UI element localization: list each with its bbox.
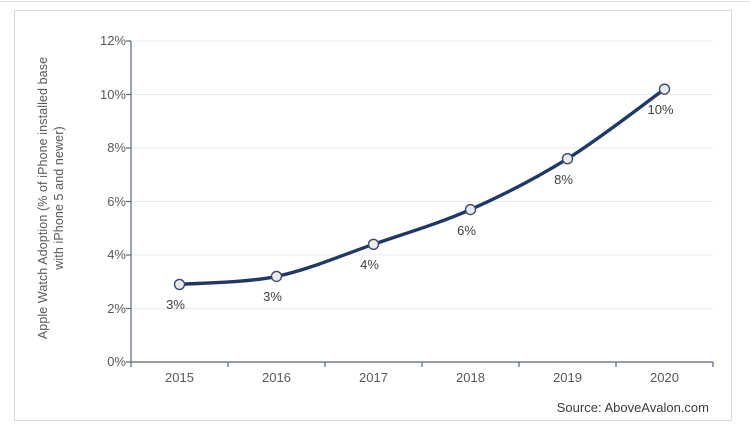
data-label: 3% bbox=[263, 289, 282, 305]
chart-card: Apple Watch Adoption (% of iPhone instal… bbox=[14, 10, 732, 421]
y-axis-tick-label: 2% bbox=[107, 300, 126, 316]
data-label: 8% bbox=[554, 171, 573, 187]
data-point-marker bbox=[464, 203, 477, 216]
x-axis-tick-label: 2016 bbox=[262, 370, 291, 385]
y-axis-tick-label: 0% bbox=[107, 354, 126, 369]
data-point-marker bbox=[173, 278, 186, 291]
data-label: 10% bbox=[647, 102, 674, 118]
x-axis-tick-label: 2018 bbox=[456, 370, 485, 385]
data-point-marker bbox=[270, 270, 283, 283]
x-axis-tick-label: 2020 bbox=[650, 370, 679, 385]
data-label: 6% bbox=[457, 222, 476, 238]
y-axis-tick-label: 12% bbox=[99, 33, 126, 48]
y-axis-tick-label: 10% bbox=[99, 86, 126, 102]
top-divider bbox=[0, 1, 750, 2]
y-axis-tick-label: 8% bbox=[107, 140, 126, 155]
data-label: 3% bbox=[166, 297, 185, 313]
data-label: 4% bbox=[360, 257, 379, 273]
data-point-marker bbox=[561, 152, 574, 165]
x-axis-tick-label: 2015 bbox=[165, 370, 194, 385]
source-attribution: Source: AboveAvalon.com bbox=[556, 400, 709, 415]
y-axis-tick-label: 6% bbox=[107, 193, 126, 209]
data-point-marker bbox=[367, 238, 380, 251]
data-point-marker bbox=[658, 83, 671, 95]
x-axis-tick-label: 2017 bbox=[359, 370, 388, 385]
y-axis-tick-label: 4% bbox=[107, 247, 126, 262]
line-chart-plot bbox=[126, 40, 714, 367]
x-axis-tick-label: 2019 bbox=[553, 370, 582, 385]
